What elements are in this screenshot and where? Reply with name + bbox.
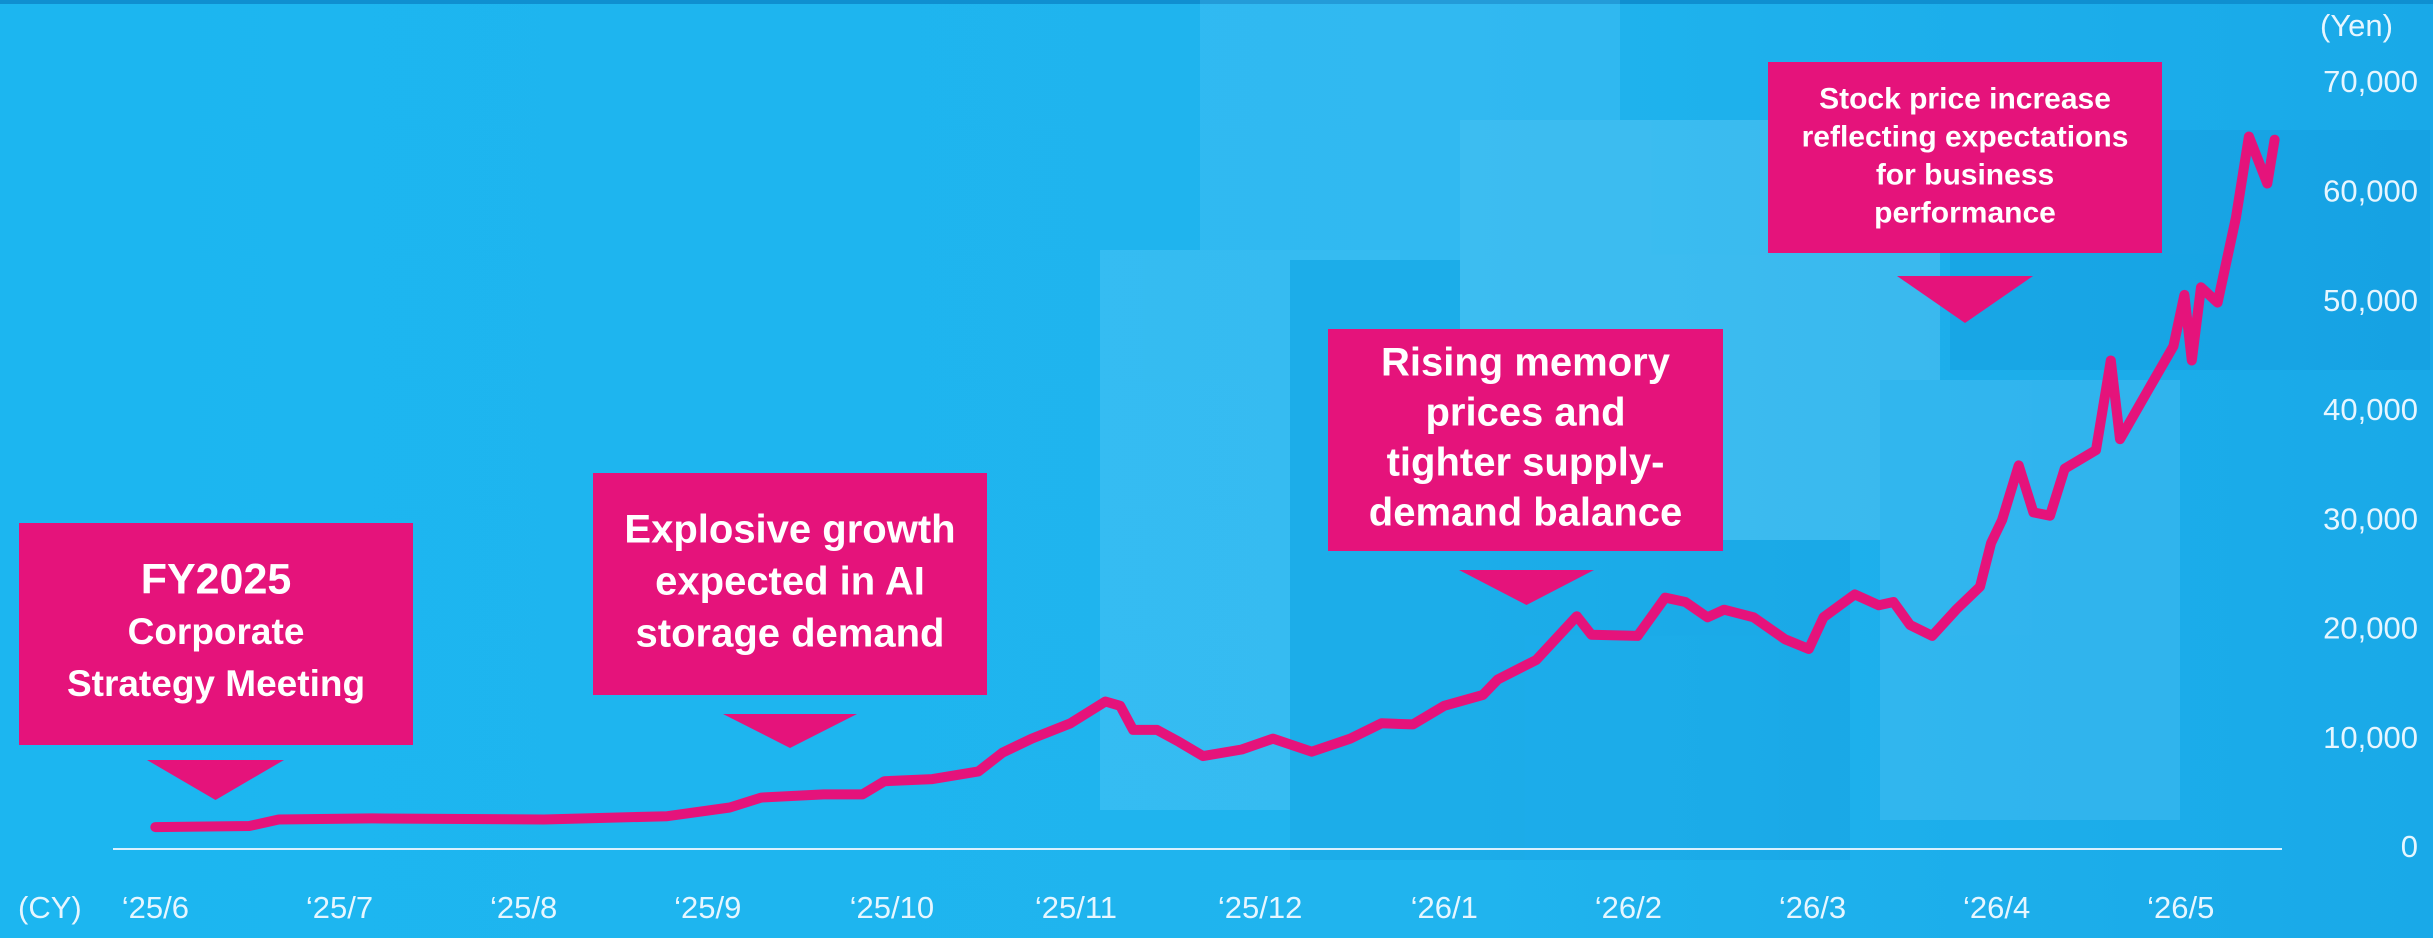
- x-tick-label: ‘25/6: [122, 890, 189, 925]
- y-tick-label: 40,000: [2323, 392, 2418, 427]
- annotation-text: Strategy Meeting: [67, 663, 365, 704]
- x-tick-label: ‘25/10: [850, 890, 934, 925]
- x-unit: (CY): [18, 890, 82, 925]
- annotation-text: Rising memory: [1381, 341, 1671, 385]
- x-tick-label: ‘25/12: [1218, 890, 1302, 925]
- annotation-text: demand balance: [1369, 491, 1682, 535]
- y-tick-label: 30,000: [2323, 501, 2418, 536]
- y-tick-label: 60,000: [2323, 173, 2418, 208]
- annotation-text: expected in AI: [655, 560, 925, 604]
- x-tick-label: ‘26/2: [1595, 890, 1662, 925]
- chart: (Yen) (CY) 0 10,000 20,000 30,000 40,000 50,000…: [0, 0, 2433, 938]
- x-tick-label: ‘26/3: [1779, 890, 1846, 925]
- annotation-text: prices and: [1425, 391, 1625, 435]
- annotation-text: tighter supply-: [1387, 441, 1665, 485]
- annotation-text: storage demand: [636, 612, 945, 656]
- y-tick-label: 20,000: [2323, 611, 2418, 646]
- x-tick-label: ‘25/8: [490, 890, 557, 925]
- y-tick-label: 0: [2401, 829, 2418, 864]
- annotation-text: Stock price increase: [1819, 82, 2111, 115]
- x-tick-label: ‘26/1: [1411, 890, 1478, 925]
- y-unit: (Yen): [2320, 8, 2393, 43]
- annotation-text: reflecting expectations: [1802, 120, 2129, 153]
- annotation-text: Corporate: [128, 611, 305, 652]
- x-tick-label: ‘25/7: [306, 890, 373, 925]
- x-tick-label: ‘25/11: [1035, 890, 1117, 925]
- y-tick-label: 70,000: [2323, 64, 2418, 99]
- annotation-text: Explosive growth: [624, 508, 955, 552]
- x-tick-label: ‘25/9: [674, 890, 741, 925]
- annotation-text: performance: [1874, 196, 2056, 229]
- annotation-text: for business: [1876, 158, 2054, 191]
- x-tick-label: ‘26/5: [2147, 890, 2214, 925]
- y-tick-label: 10,000: [2323, 720, 2418, 755]
- y-tick-label: 50,000: [2323, 283, 2418, 318]
- x-tick-label: ‘26/4: [1963, 890, 2030, 925]
- annotation-text: FY2025: [141, 555, 292, 603]
